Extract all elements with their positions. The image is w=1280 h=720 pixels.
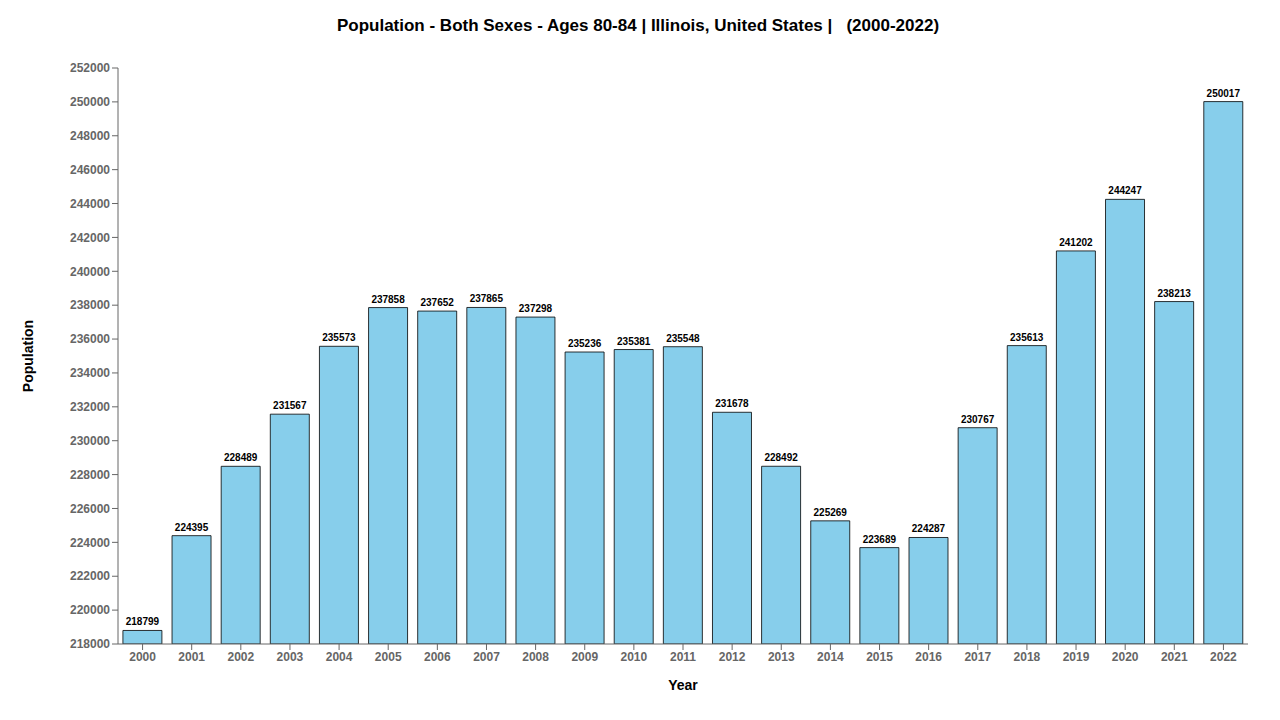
svg-text:2012: 2012: [719, 650, 746, 664]
svg-text:2022: 2022: [1210, 650, 1237, 664]
svg-text:2003: 2003: [277, 650, 304, 664]
svg-text:231678: 231678: [715, 398, 749, 409]
svg-text:250000: 250000: [70, 95, 110, 109]
svg-text:237865: 237865: [470, 293, 504, 304]
svg-text:2019: 2019: [1063, 650, 1090, 664]
svg-text:2001: 2001: [178, 650, 205, 664]
svg-text:2015: 2015: [866, 650, 893, 664]
svg-text:237858: 237858: [371, 294, 405, 305]
svg-text:252000: 252000: [70, 61, 110, 75]
svg-text:242000: 242000: [70, 231, 110, 245]
svg-text:234000: 234000: [70, 366, 110, 380]
svg-text:237652: 237652: [421, 297, 455, 308]
svg-text:2004: 2004: [326, 650, 353, 664]
svg-text:235548: 235548: [666, 333, 700, 344]
svg-text:246000: 246000: [70, 163, 110, 177]
svg-text:2005: 2005: [375, 650, 402, 664]
svg-text:244000: 244000: [70, 197, 110, 211]
svg-text:2009: 2009: [571, 650, 598, 664]
svg-text:2006: 2006: [424, 650, 451, 664]
svg-text:2010: 2010: [621, 650, 648, 664]
svg-text:226000: 226000: [70, 502, 110, 516]
svg-text:222000: 222000: [70, 569, 110, 583]
svg-text:224000: 224000: [70, 536, 110, 550]
svg-text:2021: 2021: [1161, 650, 1188, 664]
svg-text:228489: 228489: [224, 452, 258, 463]
svg-text:231567: 231567: [273, 400, 307, 411]
svg-text:228492: 228492: [764, 452, 798, 463]
svg-text:2014: 2014: [817, 650, 844, 664]
svg-text:228000: 228000: [70, 468, 110, 482]
svg-text:232000: 232000: [70, 400, 110, 414]
svg-text:2008: 2008: [522, 650, 549, 664]
svg-text:2011: 2011: [670, 650, 696, 664]
svg-text:224395: 224395: [175, 522, 209, 533]
svg-text:244247: 244247: [1108, 185, 1142, 196]
svg-text:235236: 235236: [568, 338, 602, 349]
svg-text:248000: 248000: [70, 129, 110, 143]
svg-text:225269: 225269: [814, 507, 848, 518]
svg-text:237298: 237298: [519, 303, 553, 314]
svg-text:2000: 2000: [129, 650, 156, 664]
svg-text:224287: 224287: [912, 523, 946, 534]
svg-text:218000: 218000: [70, 637, 110, 651]
svg-text:250017: 250017: [1207, 88, 1241, 99]
svg-text:2016: 2016: [915, 650, 942, 664]
svg-text:2017: 2017: [964, 650, 991, 664]
svg-text:238000: 238000: [70, 298, 110, 312]
svg-text:230000: 230000: [70, 434, 110, 448]
svg-text:238213: 238213: [1157, 288, 1191, 299]
svg-text:Population: Population: [20, 320, 36, 392]
html-text:Population - Both Sexes - Ages: Population - Both Sexes - Ages 80-84 | I…: [336, 16, 940, 35]
svg-text:2007: 2007: [473, 650, 500, 664]
svg-text:2020: 2020: [1112, 650, 1139, 664]
svg-text:220000: 220000: [70, 603, 110, 617]
svg-text:230767: 230767: [961, 414, 995, 425]
svg-text:2013: 2013: [768, 650, 795, 664]
svg-text:235613: 235613: [1010, 332, 1044, 343]
svg-text:223689: 223689: [863, 534, 897, 545]
svg-text:2018: 2018: [1014, 650, 1041, 664]
svg-text:235573: 235573: [322, 332, 356, 343]
svg-text:2002: 2002: [227, 650, 254, 664]
svg-text:218799: 218799: [126, 616, 160, 627]
svg-text:236000: 236000: [70, 332, 110, 346]
svg-text:Year: Year: [668, 677, 698, 693]
svg-text:241202: 241202: [1059, 237, 1093, 248]
svg-text:235381: 235381: [617, 336, 651, 347]
svg-text:240000: 240000: [70, 265, 110, 279]
